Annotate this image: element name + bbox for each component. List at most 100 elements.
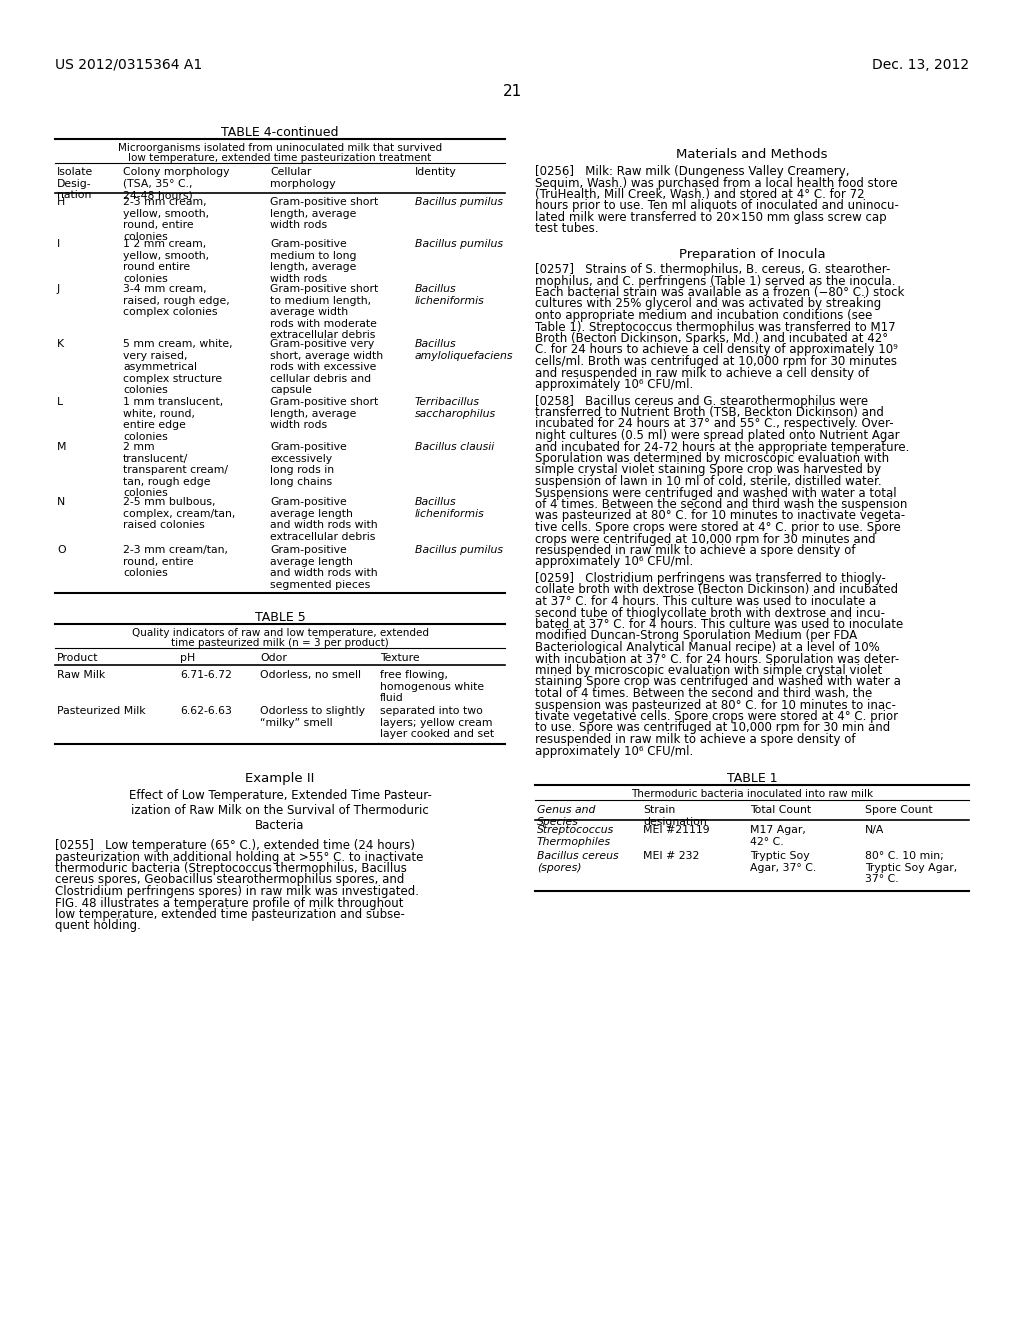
Text: Effect of Low Temperature, Extended Time Pasteur-
ization of Raw Milk on the Sur: Effect of Low Temperature, Extended Time… xyxy=(129,789,431,832)
Text: second tube of thioglycollate broth with dextrose and incu-: second tube of thioglycollate broth with… xyxy=(535,606,885,619)
Text: cultures with 25% glycerol and was activated by streaking: cultures with 25% glycerol and was activ… xyxy=(535,297,882,310)
Text: 1 mm translucent,
white, round,
entire edge
colonies: 1 mm translucent, white, round, entire e… xyxy=(123,397,223,442)
Text: Bacillus clausii: Bacillus clausii xyxy=(415,442,495,451)
Text: separated into two
layers; yellow cream
layer cooked and set: separated into two layers; yellow cream … xyxy=(380,706,495,739)
Text: Bacillus pumilus: Bacillus pumilus xyxy=(415,239,503,249)
Text: Broth (Becton Dickinson, Sparks, Md.) and incubated at 42°: Broth (Becton Dickinson, Sparks, Md.) an… xyxy=(535,333,888,345)
Text: 3-4 mm cream,
raised, rough edge,
complex colonies: 3-4 mm cream, raised, rough edge, comple… xyxy=(123,284,229,317)
Text: Gram-positive short
length, average
width rods: Gram-positive short length, average widt… xyxy=(270,397,378,430)
Text: Bacillus
licheniformis: Bacillus licheniformis xyxy=(415,284,484,306)
Text: Preparation of Inocula: Preparation of Inocula xyxy=(679,248,825,261)
Text: Isolate
Desig-
nation: Isolate Desig- nation xyxy=(57,168,93,201)
Text: Colony morphology
(TSA, 35° C.,
24-48 hours): Colony morphology (TSA, 35° C., 24-48 ho… xyxy=(123,168,229,201)
Text: Bacillus pumilus: Bacillus pumilus xyxy=(415,197,503,207)
Text: was pasteurized at 80° C. for 10 minutes to inactivate vegeta-: was pasteurized at 80° C. for 10 minutes… xyxy=(535,510,905,523)
Text: 5 mm cream, white,
very raised,
asymmetrical
complex structure
colonies: 5 mm cream, white, very raised, asymmetr… xyxy=(123,339,232,396)
Text: Gram-positive
average length
and width rods with
extracellular debris: Gram-positive average length and width r… xyxy=(270,498,378,541)
Text: Bacillus
licheniformis: Bacillus licheniformis xyxy=(415,498,484,519)
Text: total of 4 times. Between the second and third wash, the: total of 4 times. Between the second and… xyxy=(535,686,872,700)
Text: incubated for 24 hours at 37° and 55° C., respectively. Over-: incubated for 24 hours at 37° and 55° C.… xyxy=(535,417,894,430)
Text: Spore Count: Spore Count xyxy=(865,805,933,814)
Text: O: O xyxy=(57,545,66,554)
Text: with incubation at 37° C. for 24 hours. Sporulation was deter-: with incubation at 37° C. for 24 hours. … xyxy=(535,652,899,665)
Text: Sequim, Wash.) was purchased from a local health food store: Sequim, Wash.) was purchased from a loca… xyxy=(535,177,898,190)
Text: mined by microscopic evaluation with simple crystal violet: mined by microscopic evaluation with sim… xyxy=(535,664,883,677)
Text: mophilus, and C. perfringens (Table 1) served as the inocula.: mophilus, and C. perfringens (Table 1) s… xyxy=(535,275,896,288)
Text: Tryptic Soy
Agar, 37° C.: Tryptic Soy Agar, 37° C. xyxy=(750,851,816,873)
Text: suspension of lawn in 10 ml of cold, sterile, distilled water.: suspension of lawn in 10 ml of cold, ste… xyxy=(535,475,882,488)
Text: 6.71-6.72: 6.71-6.72 xyxy=(180,671,231,680)
Text: Odorless to slightly
“milky” smell: Odorless to slightly “milky” smell xyxy=(260,706,365,727)
Text: Strain
designation: Strain designation xyxy=(643,805,707,826)
Text: Odor: Odor xyxy=(260,653,287,663)
Text: staining Spore crop was centrifuged and washed with water a: staining Spore crop was centrifuged and … xyxy=(535,676,901,689)
Text: Bacteriological Analytical Manual recipe) at a level of 10%: Bacteriological Analytical Manual recipe… xyxy=(535,642,880,653)
Text: FIG. 48 illustrates a temperature profile of milk throughout: FIG. 48 illustrates a temperature profil… xyxy=(55,896,403,909)
Text: pasteurization with additional holding at >55° C. to inactivate: pasteurization with additional holding a… xyxy=(55,850,423,863)
Text: TABLE 5: TABLE 5 xyxy=(255,611,305,624)
Text: Suspensions were centrifuged and washed with water a total: Suspensions were centrifuged and washed … xyxy=(535,487,897,499)
Text: low temperature, extended time pasteurization and subse-: low temperature, extended time pasteuriz… xyxy=(55,908,404,921)
Text: Gram-positive short
length, average
width rods: Gram-positive short length, average widt… xyxy=(270,197,378,230)
Text: [0256]   Milk: Raw milk (Dungeness Valley Creamery,: [0256] Milk: Raw milk (Dungeness Valley … xyxy=(535,165,850,178)
Text: time pasteurized milk (n = 3 per product): time pasteurized milk (n = 3 per product… xyxy=(171,638,389,648)
Text: Bacillus cereus
(spores): Bacillus cereus (spores) xyxy=(537,851,618,873)
Text: [0255]   Low temperature (65° C.), extended time (24 hours): [0255] Low temperature (65° C.), extende… xyxy=(55,840,415,851)
Text: Odorless, no smell: Odorless, no smell xyxy=(260,671,361,680)
Text: Texture: Texture xyxy=(380,653,420,663)
Text: collate broth with dextrose (Becton Dickinson) and incubated: collate broth with dextrose (Becton Dick… xyxy=(535,583,898,597)
Text: crops were centrifuged at 10,000 rpm for 30 minutes and: crops were centrifuged at 10,000 rpm for… xyxy=(535,532,876,545)
Text: Gram-positive very
short, average width
rods with excessive
cellular debris and
: Gram-positive very short, average width … xyxy=(270,339,383,396)
Text: Raw Milk: Raw Milk xyxy=(57,671,105,680)
Text: transferred to Nutrient Broth (TSB, Beckton Dickinson) and: transferred to Nutrient Broth (TSB, Beck… xyxy=(535,407,884,418)
Text: [0259]   Clostridium perfringens was transferred to thiogly-: [0259] Clostridium perfringens was trans… xyxy=(535,572,886,585)
Text: Bacillus
amyloliquefaciens: Bacillus amyloliquefaciens xyxy=(415,339,513,360)
Text: thermoduric bacteria (Streptococcus thermophilus, Bacillus: thermoduric bacteria (Streptococcus ther… xyxy=(55,862,407,875)
Text: night cultures (0.5 ml) were spread plated onto Nutrient Agar: night cultures (0.5 ml) were spread plat… xyxy=(535,429,900,442)
Text: M17 Agar,
42° C.: M17 Agar, 42° C. xyxy=(750,825,806,846)
Text: 21: 21 xyxy=(503,84,521,99)
Text: onto appropriate medium and incubation conditions (see: onto appropriate medium and incubation c… xyxy=(535,309,872,322)
Text: MEI #21119: MEI #21119 xyxy=(643,825,710,836)
Text: MEI # 232: MEI # 232 xyxy=(643,851,699,861)
Text: approximately 10⁶ CFU/ml.: approximately 10⁶ CFU/ml. xyxy=(535,378,693,391)
Text: 1 2 mm cream,
yellow, smooth,
round entire
colonies: 1 2 mm cream, yellow, smooth, round enti… xyxy=(123,239,209,284)
Text: hours prior to use. Ten ml aliquots of inoculated and uninocu-: hours prior to use. Ten ml aliquots of i… xyxy=(535,199,899,213)
Text: TABLE 4-continued: TABLE 4-continued xyxy=(221,125,339,139)
Text: Sporulation was determined by microscopic evaluation with: Sporulation was determined by microscopi… xyxy=(535,451,889,465)
Text: I: I xyxy=(57,239,60,249)
Text: Example II: Example II xyxy=(246,772,314,785)
Text: 2 mm
translucent/
transparent cream/
tan, rough edge
colonies: 2 mm translucent/ transparent cream/ tan… xyxy=(123,442,228,499)
Text: approximately 10⁶ CFU/ml.: approximately 10⁶ CFU/ml. xyxy=(535,556,693,569)
Text: Gram-positive short
to medium length,
average width
rods with moderate
extracell: Gram-positive short to medium length, av… xyxy=(270,284,378,341)
Text: Thermoduric bacteria inoculated into raw milk: Thermoduric bacteria inoculated into raw… xyxy=(631,789,873,799)
Text: 2-3 mm cream,
yellow, smooth,
round, entire
colonies: 2-3 mm cream, yellow, smooth, round, ent… xyxy=(123,197,209,242)
Text: bated at 37° C. for 4 hours. This culture was used to inoculate: bated at 37° C. for 4 hours. This cultur… xyxy=(535,618,903,631)
Text: Product: Product xyxy=(57,653,98,663)
Text: Materials and Methods: Materials and Methods xyxy=(676,148,827,161)
Text: N: N xyxy=(57,498,66,507)
Text: and incubated for 24-72 hours at the appropriate temperature.: and incubated for 24-72 hours at the app… xyxy=(535,441,909,454)
Text: approximately 10⁶ CFU/ml.: approximately 10⁶ CFU/ml. xyxy=(535,744,693,758)
Text: Table 1). Streptococcus thermophilus was transferred to M17: Table 1). Streptococcus thermophilus was… xyxy=(535,321,896,334)
Text: suspension was pasteurized at 80° C. for 10 minutes to inac-: suspension was pasteurized at 80° C. for… xyxy=(535,698,896,711)
Text: Quality indicators of raw and low temperature, extended: Quality indicators of raw and low temper… xyxy=(131,628,428,638)
Text: 2-5 mm bulbous,
complex, cream/tan,
raised colonies: 2-5 mm bulbous, complex, cream/tan, rais… xyxy=(123,498,236,531)
Text: 2-3 mm cream/tan,
round, entire
colonies: 2-3 mm cream/tan, round, entire colonies xyxy=(123,545,228,578)
Text: Dec. 13, 2012: Dec. 13, 2012 xyxy=(871,58,969,73)
Text: resuspended in raw milk to achieve a spore density of: resuspended in raw milk to achieve a spo… xyxy=(535,733,855,746)
Text: resuspended in raw milk to achieve a spore density of: resuspended in raw milk to achieve a spo… xyxy=(535,544,855,557)
Text: Clostridium perfringens spores) in raw milk was investigated.: Clostridium perfringens spores) in raw m… xyxy=(55,884,419,898)
Text: cereus spores, Geobacillus stearothermophilus spores, and: cereus spores, Geobacillus stearothermop… xyxy=(55,874,404,887)
Text: Microorganisms isolated from uninoculated milk that survived: Microorganisms isolated from uninoculate… xyxy=(118,143,442,153)
Text: free flowing,
homogenous white
fluid: free flowing, homogenous white fluid xyxy=(380,671,484,704)
Text: Gram-positive
medium to long
length, average
width rods: Gram-positive medium to long length, ave… xyxy=(270,239,356,284)
Text: Bacillus pumilus: Bacillus pumilus xyxy=(415,545,503,554)
Text: L: L xyxy=(57,397,63,407)
Text: Streptococcus
Thermophiles: Streptococcus Thermophiles xyxy=(537,825,614,846)
Text: M: M xyxy=(57,442,67,451)
Text: quent holding.: quent holding. xyxy=(55,920,141,932)
Text: and resuspended in raw milk to achieve a cell density of: and resuspended in raw milk to achieve a… xyxy=(535,367,869,380)
Text: Total Count: Total Count xyxy=(750,805,811,814)
Text: [0258]   Bacillus cereus and G. stearothermophilus were: [0258] Bacillus cereus and G. stearother… xyxy=(535,395,868,408)
